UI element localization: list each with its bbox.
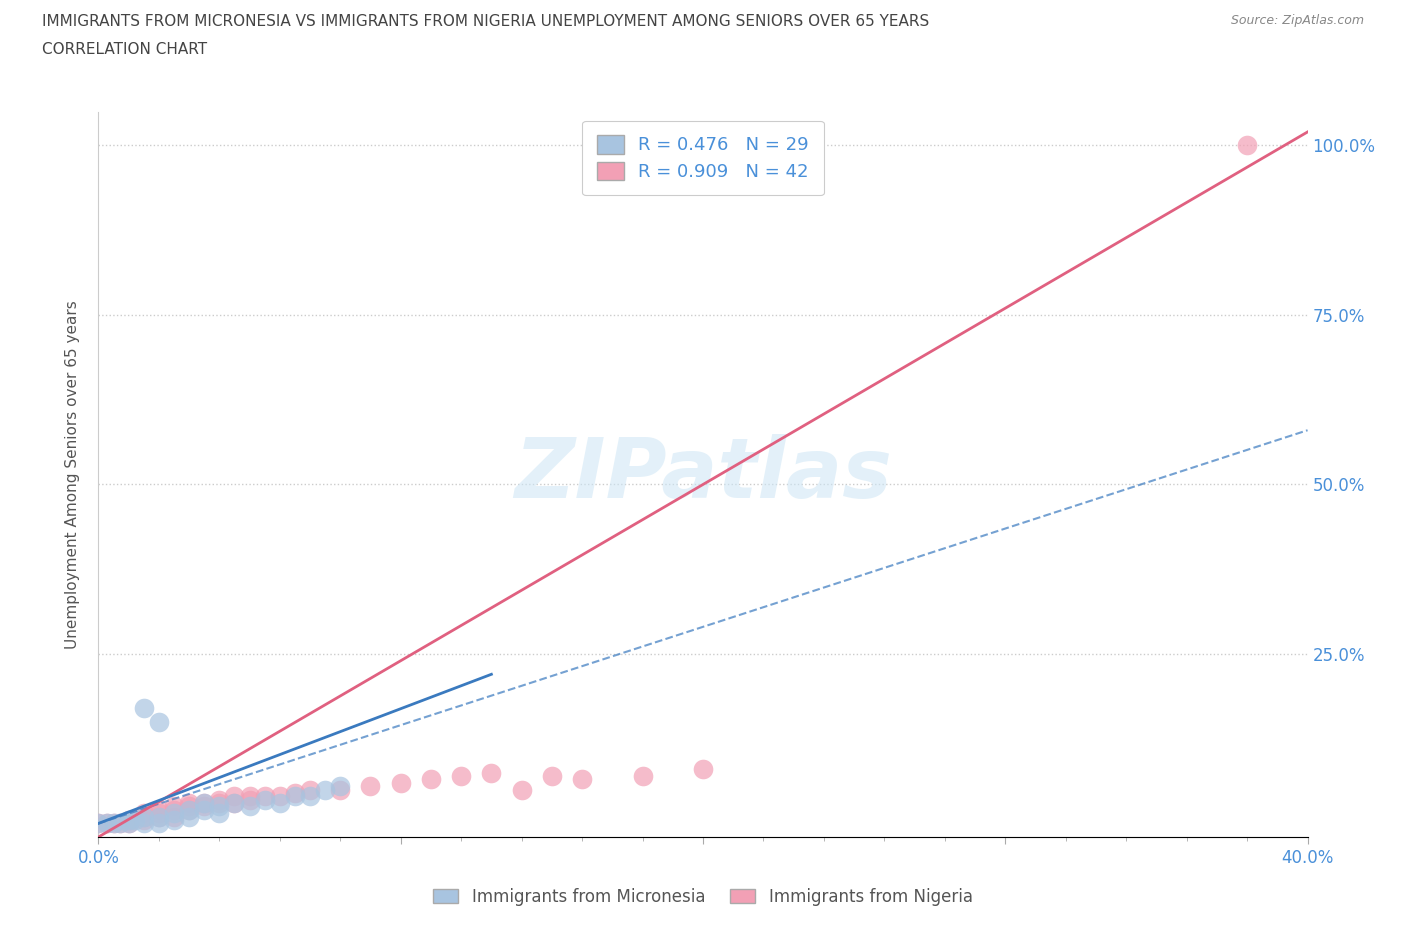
Point [360,778,382,793]
Text: ZIPatlas: ZIPatlas [515,433,891,515]
Point [163,813,186,828]
Y-axis label: Unemployment Among Seniors over 65 years: Unemployment Among Seniors over 65 years [65,300,80,649]
Point [179,799,201,814]
Point [132,700,155,715]
Point [108,816,131,830]
Point [239,799,262,814]
Point [239,789,262,804]
Point [148,809,170,824]
Point [253,789,276,804]
Point [103,816,125,830]
Point [420,772,443,787]
Point [224,796,246,811]
Point [132,816,155,830]
Point [224,796,246,811]
Point [540,768,562,783]
Point [1236,138,1258,153]
Point [179,809,201,824]
Text: CORRELATION CHART: CORRELATION CHART [42,42,207,57]
Point [148,809,170,824]
Point [208,799,231,814]
Point [299,789,322,804]
Point [148,714,170,729]
Point [118,816,141,830]
Point [299,782,322,797]
Point [208,805,231,820]
Point [148,816,170,830]
Legend: Immigrants from Micronesia, Immigrants from Nigeria: Immigrants from Micronesia, Immigrants f… [427,881,979,912]
Point [148,805,170,820]
Point [132,809,155,824]
Point [148,803,170,817]
Point [179,803,201,817]
Point [389,776,412,790]
Point [450,768,472,783]
Point [193,803,215,817]
Point [96,816,118,830]
Point [481,765,503,780]
Point [269,796,291,811]
Point [118,813,141,828]
Point [284,789,307,804]
Point [253,792,276,807]
Point [239,792,262,807]
Point [87,816,110,830]
Point [224,789,246,804]
Point [329,782,352,797]
Point [108,816,131,830]
Point [510,782,533,797]
Point [124,813,146,828]
Point [132,805,155,820]
Point [208,796,231,811]
Point [87,816,110,830]
Point [118,816,141,830]
Text: IMMIGRANTS FROM MICRONESIA VS IMMIGRANTS FROM NIGERIA UNEMPLOYMENT AMONG SENIORS: IMMIGRANTS FROM MICRONESIA VS IMMIGRANTS… [42,14,929,29]
Point [193,799,215,814]
Point [692,762,714,777]
Point [193,796,215,811]
Point [132,813,155,828]
Legend: R = 0.476   N = 29, R = 0.909   N = 42: R = 0.476 N = 29, R = 0.909 N = 42 [582,121,824,195]
Point [631,768,654,783]
Point [163,809,186,824]
Point [103,816,125,830]
Point [163,805,186,820]
Point [208,792,231,807]
Point [179,796,201,811]
Point [163,799,186,814]
Point [193,796,215,811]
Point [96,816,118,830]
Point [132,809,155,824]
Point [329,778,352,793]
Text: Source: ZipAtlas.com: Source: ZipAtlas.com [1230,14,1364,27]
Point [571,772,593,787]
Point [284,786,307,801]
Point [269,789,291,804]
Point [314,782,336,797]
Point [118,813,141,828]
Point [163,803,186,817]
Point [179,803,201,817]
